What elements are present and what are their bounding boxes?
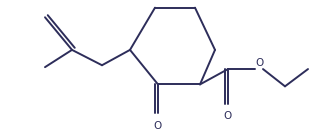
Text: O: O: [255, 58, 263, 68]
Text: O: O: [224, 111, 232, 121]
Text: O: O: [154, 121, 162, 131]
